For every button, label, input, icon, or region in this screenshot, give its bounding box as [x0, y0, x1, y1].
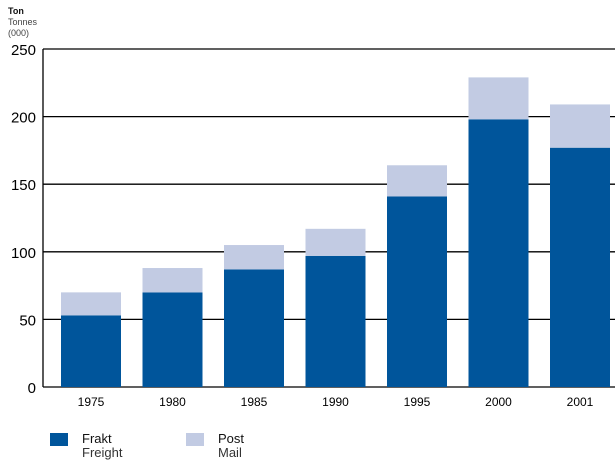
legend: Frakt Freight Post Mail: [50, 432, 610, 462]
y-tick-200: 200: [11, 110, 36, 127]
legend-item-mail: Post Mail: [186, 432, 244, 460]
bar-1985-freight: [224, 269, 284, 387]
bar-1975-freight: [61, 315, 121, 387]
bar-2000-freight: [468, 119, 529, 387]
bar-1995-freight: [387, 196, 447, 387]
legend-text-freight: Frakt Freight: [82, 432, 122, 460]
bar-2001-mail: [550, 104, 610, 148]
unit-label-line-2: Tonnes: [8, 17, 38, 27]
y-tick-labels: 0 50 100 150 200 250: [11, 42, 36, 397]
x-tick-2001: 2001: [567, 395, 594, 409]
legend-swatch-mail: [186, 433, 204, 446]
legend-sublabel-freight: Freight: [82, 445, 123, 460]
x-tick-labels: 1975 1980 1985 1990 1995 2000 2001: [78, 395, 594, 409]
x-tick-1990: 1990: [322, 395, 349, 409]
x-tick-2000: 2000: [485, 395, 512, 409]
legend-swatch-freight: [50, 433, 68, 446]
x-tick-1975: 1975: [78, 395, 105, 409]
y-tick-0: 0: [28, 380, 36, 397]
bar-2000-mail: [468, 77, 529, 120]
bars: [61, 77, 610, 387]
bar-1980-mail: [142, 268, 203, 293]
legend-text-mail: Post Mail: [218, 432, 244, 460]
bar-1980-freight: [142, 292, 203, 387]
bar-1975-mail: [61, 292, 121, 316]
bar-1990-mail: [305, 228, 366, 256]
y-tick-250: 250: [11, 42, 36, 59]
bar-1995-mail: [387, 165, 447, 197]
legend-sublabel-mail: Mail: [218, 445, 242, 460]
gridlines: [42, 48, 615, 388]
legend-label-freight: Frakt: [82, 431, 112, 446]
legend-item-freight: Frakt Freight: [50, 432, 122, 460]
legend-label-mail: Post: [218, 431, 245, 446]
y-tick-100: 100: [11, 245, 36, 262]
bar-2001-freight: [550, 147, 610, 387]
y-tick-150: 150: [11, 177, 36, 194]
x-tick-1980: 1980: [159, 395, 186, 409]
y-tick-50: 50: [19, 312, 36, 329]
x-tick-1995: 1995: [404, 395, 431, 409]
unit-label-line-3: (000): [8, 28, 29, 38]
x-tick-1985: 1985: [241, 395, 268, 409]
bar-1985-mail: [224, 245, 284, 270]
unit-label-line-1: Ton: [8, 6, 24, 16]
bar-1990-freight: [305, 255, 366, 387]
